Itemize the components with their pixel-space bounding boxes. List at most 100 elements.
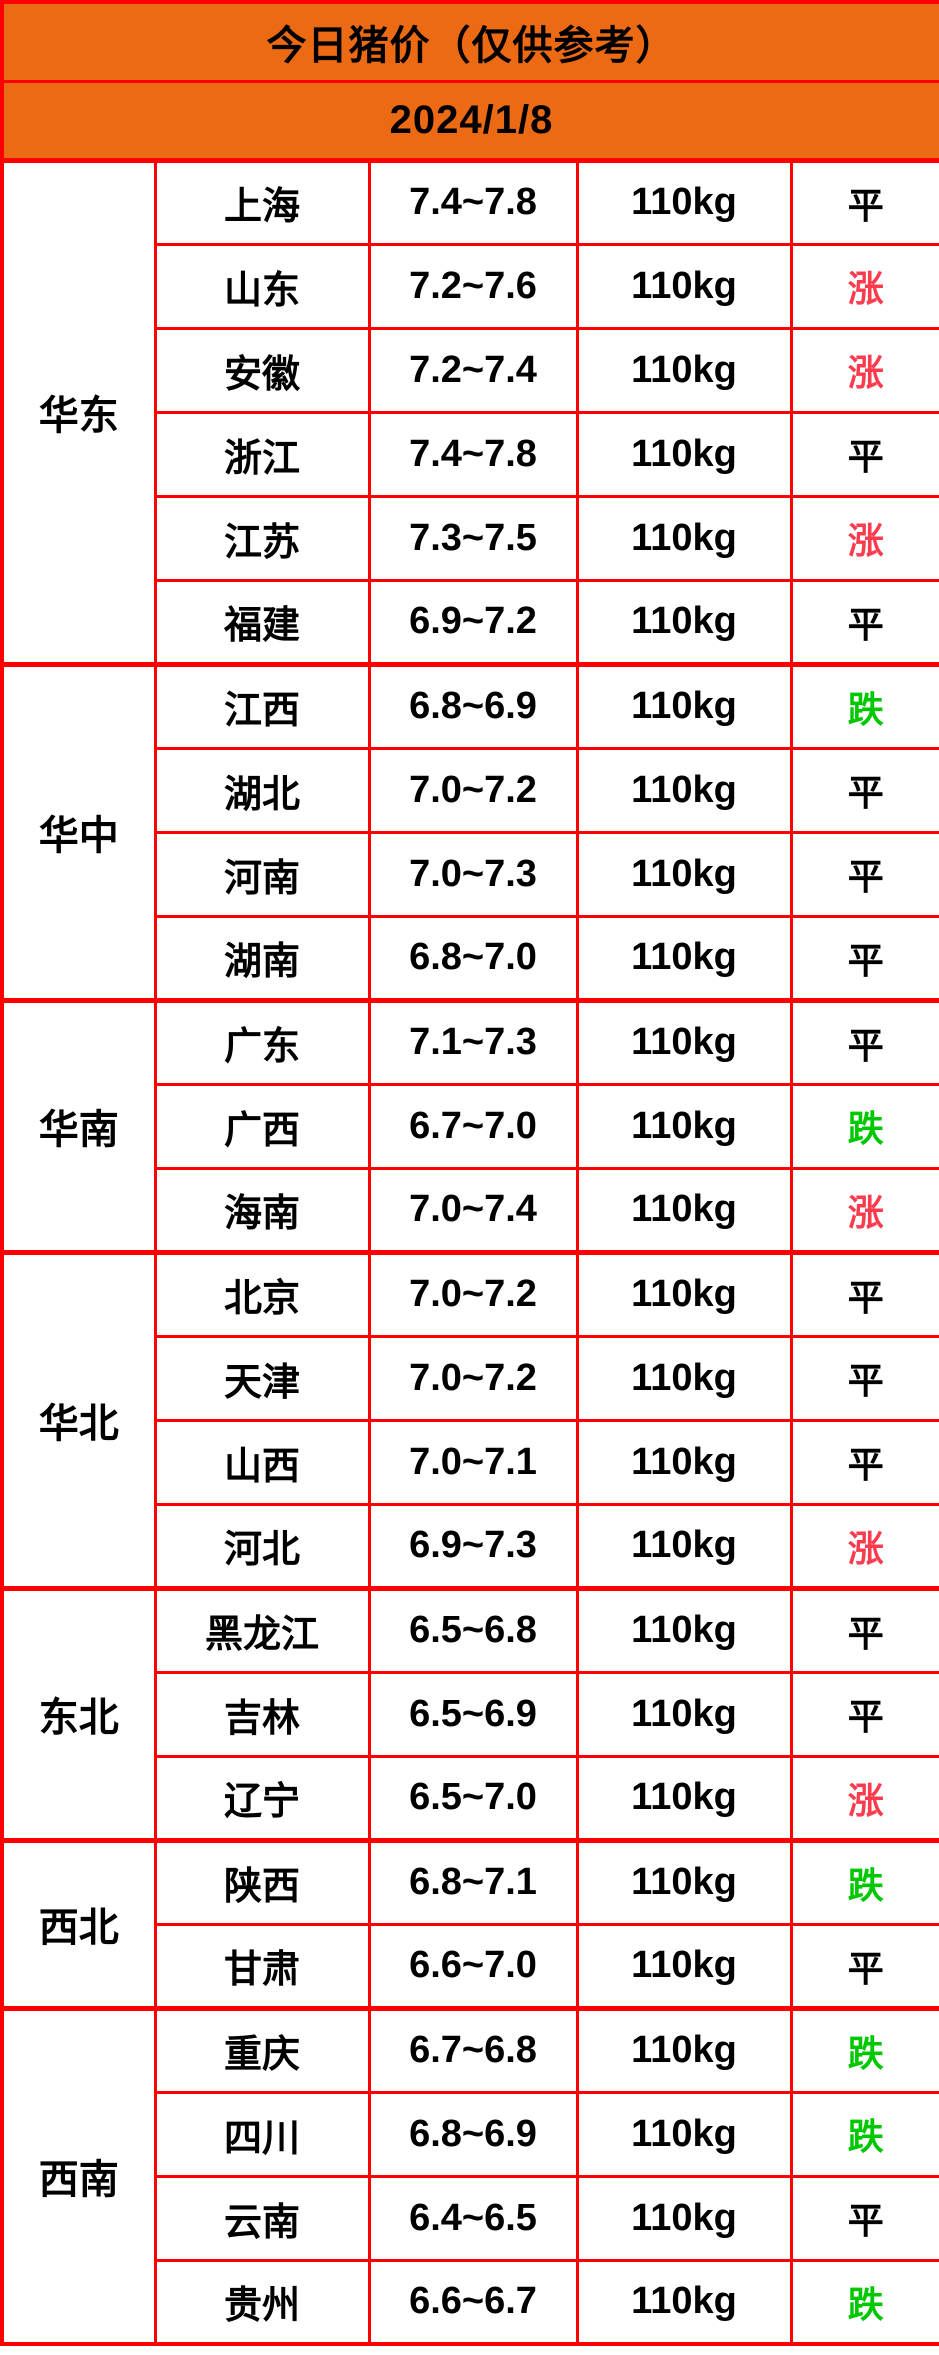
- status-cell: 跌: [789, 2090, 939, 2178]
- province-cell: 河南: [153, 830, 371, 918]
- weight-cell: 110kg: [575, 661, 793, 750]
- province-cell: 陕西: [153, 1837, 371, 1926]
- price-cell: 6.8~6.9: [367, 2090, 579, 2178]
- status-cell: 跌: [789, 1837, 939, 1926]
- region-cell: 华东: [0, 157, 157, 666]
- weight-cell: 110kg: [575, 578, 793, 666]
- region-cell: 华中: [0, 661, 157, 1002]
- weight-cell: 110kg: [575, 2258, 793, 2346]
- weight-cell: 110kg: [575, 2174, 793, 2262]
- status-cell: 平: [789, 830, 939, 918]
- status-cell: 涨: [789, 1502, 939, 1590]
- status-cell: 平: [789, 1585, 939, 1674]
- price-cell: 6.7~7.0: [367, 1082, 579, 1170]
- weight-cell: 110kg: [575, 914, 793, 1002]
- table-row: 湖北 7.0~7.2 110kg 平: [2, 746, 939, 834]
- province-cell: 贵州: [153, 2258, 371, 2346]
- title-row: 今日猪价（仅供参考）: [0, 0, 939, 83]
- table-row: 浙江 7.4~7.8 110kg 平: [2, 410, 939, 498]
- weight-cell: 110kg: [575, 1334, 793, 1422]
- province-cell: 吉林: [153, 1670, 371, 1758]
- status-cell: 平: [789, 1249, 939, 1338]
- status-cell: 跌: [789, 661, 939, 750]
- province-cell: 河北: [153, 1502, 371, 1590]
- province-cell: 黑龙江: [153, 1585, 371, 1674]
- weight-cell: 110kg: [575, 326, 793, 414]
- table-row: 山西 7.0~7.1 110kg 平: [2, 1418, 939, 1506]
- price-cell: 7.4~7.8: [367, 157, 579, 246]
- province-cell: 天津: [153, 1334, 371, 1422]
- date-label: 2024/1/8: [0, 79, 939, 162]
- weight-cell: 110kg: [575, 1837, 793, 1926]
- weight-cell: 110kg: [575, 997, 793, 1086]
- status-cell: 平: [789, 1418, 939, 1506]
- status-cell: 跌: [789, 2258, 939, 2346]
- status-cell: 平: [789, 914, 939, 1002]
- page-title: 今日猪价（仅供参考）: [0, 0, 939, 83]
- weight-cell: 110kg: [575, 2005, 793, 2094]
- price-cell: 6.4~6.5: [367, 2174, 579, 2262]
- price-cell: 6.6~7.0: [367, 1922, 579, 2010]
- table-row: 山东 7.2~7.6 110kg 涨: [2, 242, 939, 330]
- price-cell: 7.0~7.1: [367, 1418, 579, 1506]
- price-cell: 6.8~6.9: [367, 661, 579, 750]
- region-cell: 华北: [0, 1249, 157, 1590]
- price-cell: 6.9~7.3: [367, 1502, 579, 1590]
- weight-cell: 110kg: [575, 410, 793, 498]
- table-row: 甘肃 6.6~7.0 110kg 平: [2, 1922, 939, 2010]
- weight-cell: 110kg: [575, 1670, 793, 1758]
- status-cell: 涨: [789, 242, 939, 330]
- price-cell: 7.0~7.3: [367, 830, 579, 918]
- price-cell: 6.8~7.0: [367, 914, 579, 1002]
- price-cell: 6.5~6.9: [367, 1670, 579, 1758]
- province-cell: 海南: [153, 1166, 371, 1254]
- price-cell: 6.8~7.1: [367, 1837, 579, 1926]
- weight-cell: 110kg: [575, 2090, 793, 2178]
- status-cell: 跌: [789, 2005, 939, 2094]
- province-cell: 重庆: [153, 2005, 371, 2094]
- table-row: 广西 6.7~7.0 110kg 跌: [2, 1082, 939, 1170]
- table-row: 天津 7.0~7.2 110kg 平: [2, 1334, 939, 1422]
- weight-cell: 110kg: [575, 1754, 793, 1842]
- region-cell: 东北: [0, 1585, 157, 1842]
- province-cell: 四川: [153, 2090, 371, 2178]
- status-cell: 跌: [789, 1082, 939, 1170]
- status-cell: 平: [789, 157, 939, 246]
- table-row: 华东 上海 7.4~7.8 110kg 平: [0, 157, 939, 666]
- province-cell: 安徽: [153, 326, 371, 414]
- province-cell: 甘肃: [153, 1922, 371, 2010]
- price-cell: 6.5~7.0: [367, 1754, 579, 1842]
- table-row: 贵州 6.6~6.7 110kg 跌: [2, 2258, 939, 2346]
- table-row: 湖南 6.8~7.0 110kg 平: [2, 914, 939, 1002]
- price-cell: 7.1~7.3: [367, 997, 579, 1086]
- price-cell: 6.7~6.8: [367, 2005, 579, 2094]
- province-cell: 山西: [153, 1418, 371, 1506]
- table-row: 东北 黑龙江 6.5~6.8 110kg 平: [0, 1585, 939, 1842]
- status-cell: 平: [789, 578, 939, 666]
- price-cell: 6.9~7.2: [367, 578, 579, 666]
- price-cell: 7.3~7.5: [367, 494, 579, 582]
- price-cell: 7.2~7.6: [367, 242, 579, 330]
- table-row: 云南 6.4~6.5 110kg 平: [2, 2174, 939, 2262]
- table-row: 安徽 7.2~7.4 110kg 涨: [2, 326, 939, 414]
- price-cell: 7.2~7.4: [367, 326, 579, 414]
- table-row: 华中 江西 6.8~6.9 110kg 跌: [0, 661, 939, 1002]
- table-row: 海南 7.0~7.4 110kg 涨: [2, 1166, 939, 1254]
- weight-cell: 110kg: [575, 1418, 793, 1506]
- table-row: 西南 重庆 6.7~6.8 110kg 跌: [0, 2005, 939, 2346]
- table-row: 福建 6.9~7.2 110kg 平: [2, 578, 939, 666]
- weight-cell: 110kg: [575, 1249, 793, 1338]
- province-cell: 江西: [153, 661, 371, 750]
- status-cell: 平: [789, 1670, 939, 1758]
- status-cell: 平: [789, 1334, 939, 1422]
- table-row: 华南 广东 7.1~7.3 110kg 平: [0, 997, 939, 1254]
- region-cell: 西北: [0, 1837, 157, 2010]
- price-cell: 6.5~6.8: [367, 1585, 579, 1674]
- province-cell: 山东: [153, 242, 371, 330]
- table-row: 辽宁 6.5~7.0 110kg 涨: [2, 1754, 939, 1842]
- weight-cell: 110kg: [575, 1082, 793, 1170]
- province-cell: 广东: [153, 997, 371, 1086]
- table-row: 西北 陕西 6.8~7.1 110kg 跌: [0, 1837, 939, 2010]
- status-cell: 涨: [789, 494, 939, 582]
